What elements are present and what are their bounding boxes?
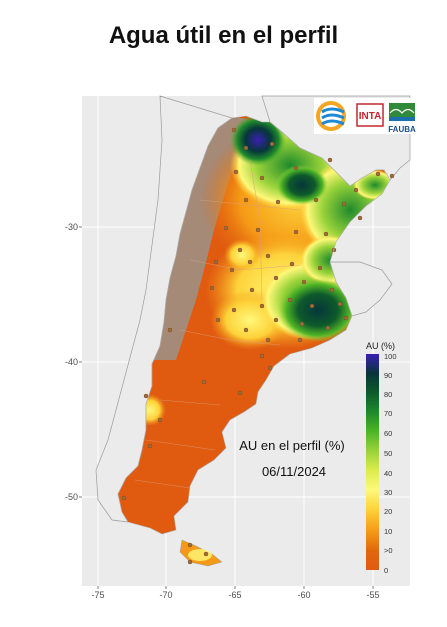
logos: INTA FAUBA xyxy=(314,98,420,134)
page-title: Agua útil en el perfil xyxy=(108,22,339,49)
inta-logo-text: INTA xyxy=(359,111,382,122)
legend: AU (%) 100 90 80 70 60 50 40 30 20 10 >0… xyxy=(366,341,397,575)
province-borders xyxy=(134,159,301,489)
legend-label: 40 xyxy=(384,469,392,478)
legend-label: 100 xyxy=(384,352,397,361)
legend-colorbar xyxy=(366,354,379,570)
swirl-logo-icon xyxy=(316,101,346,131)
legend-label: 80 xyxy=(384,390,392,399)
x-tick-label: -60 xyxy=(297,590,310,600)
y-tick-label: -30 xyxy=(65,222,78,232)
annotation-date: 06/11/2024 xyxy=(262,464,326,479)
legend-label: 50 xyxy=(384,449,392,458)
axis-labels: -30 -40 -50 -75 -70 -65 -60 -55 xyxy=(65,222,380,600)
x-tick-label: -55 xyxy=(366,590,379,600)
legend-label: 30 xyxy=(384,488,392,497)
legend-label: 90 xyxy=(384,371,392,380)
legend-label: 0 xyxy=(384,566,388,575)
x-tick-label: -70 xyxy=(159,590,172,600)
x-tick-label: -75 xyxy=(91,590,104,600)
tierra-del-fuego-highlight xyxy=(188,549,212,561)
y-tick-label: -40 xyxy=(65,357,78,367)
legend-title: AU (%) xyxy=(366,341,395,351)
fauba-logo-text: FAUBA xyxy=(388,125,416,134)
legend-label: 20 xyxy=(384,507,392,516)
y-tick-label: -50 xyxy=(65,492,78,502)
station-points xyxy=(121,127,395,565)
annotation-title: AU en el perfil (%) xyxy=(239,438,344,453)
legend-label: >0 xyxy=(384,546,393,555)
legend-label: 60 xyxy=(384,429,392,438)
fauba-leaf-icon xyxy=(389,103,415,117)
legend-label: 10 xyxy=(384,527,392,536)
x-tick-label: -65 xyxy=(228,590,241,600)
legend-labels: 100 90 80 70 60 50 40 30 20 10 >0 0 xyxy=(384,352,397,575)
axis-ticks xyxy=(79,226,374,589)
legend-label: 70 xyxy=(384,409,392,418)
inta-logo: INTA xyxy=(356,103,384,127)
fauba-logo: FAUBA xyxy=(388,103,416,134)
